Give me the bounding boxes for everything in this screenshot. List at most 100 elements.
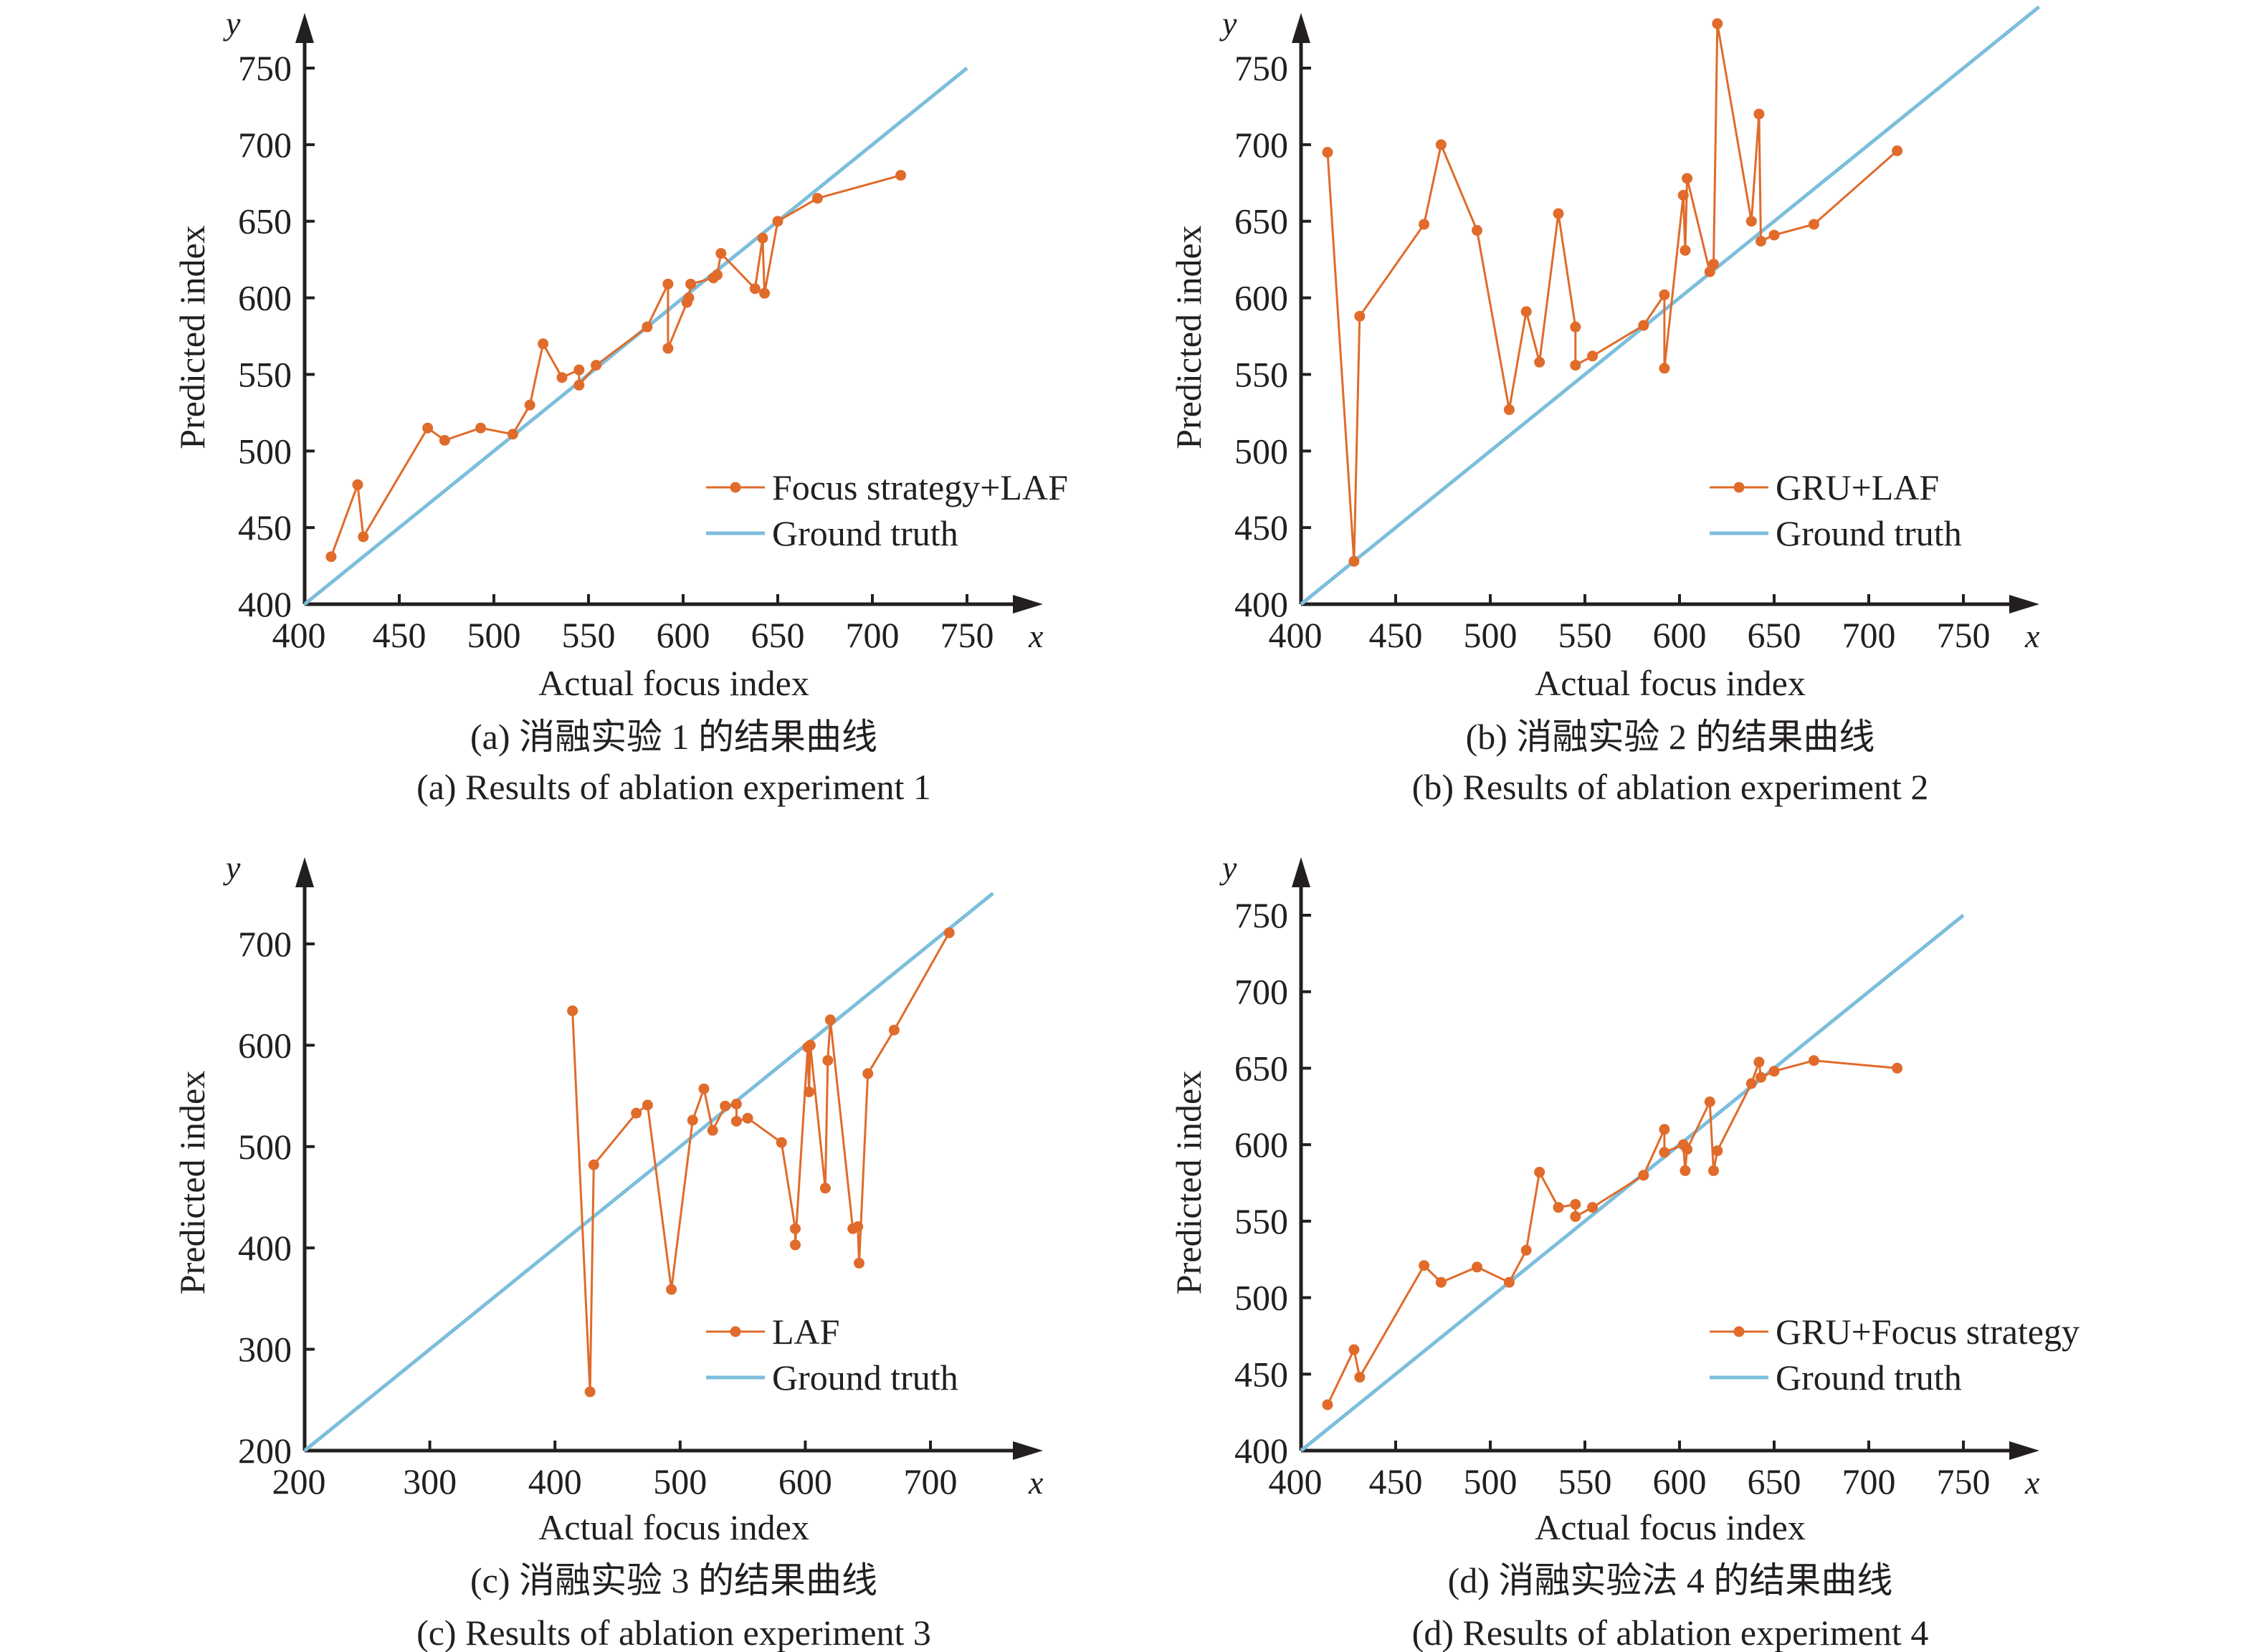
- x-tick-label: 650: [1748, 1461, 1801, 1501]
- x-tick-label: 650: [751, 615, 805, 655]
- prediction-point: [524, 399, 535, 411]
- legend: Focus strategy+LAF Ground truth: [706, 467, 1068, 553]
- prediction-point: [715, 248, 727, 259]
- prediction-point: [1419, 1260, 1430, 1271]
- prediction-point: [642, 321, 653, 333]
- prediction-point: [1756, 1071, 1767, 1083]
- x-axis-arrow-icon: [1013, 595, 1043, 613]
- prediction-point: [1570, 1198, 1581, 1210]
- prediction-point: [819, 1183, 831, 1194]
- prediction-point: [888, 1024, 900, 1036]
- prediction-point: [422, 422, 434, 434]
- prediction-point: [707, 1125, 718, 1136]
- y-tick-label: 450: [238, 507, 292, 548]
- x-tick-label: 600: [1653, 615, 1707, 655]
- prediction-point: [1472, 1261, 1483, 1273]
- prediction-point: [325, 551, 337, 563]
- y-tick-label: 500: [1234, 1278, 1288, 1318]
- prediction-point: [1745, 1078, 1757, 1089]
- prediction-point: [1570, 360, 1581, 371]
- prediction-point: [1553, 208, 1564, 219]
- x-axis-arrow-icon: [2009, 1441, 2039, 1460]
- prediction-point: [759, 287, 771, 299]
- prediction-point: [1712, 1145, 1723, 1157]
- prediction-point: [730, 1098, 742, 1109]
- legend-marker-icon: [1733, 1326, 1745, 1337]
- x-tick-label: 750: [940, 615, 994, 655]
- prediction-point: [1472, 225, 1483, 237]
- prediction-point: [720, 1100, 731, 1112]
- y-tick-label: 600: [1234, 278, 1288, 318]
- caption-english: (c) Results of ablation experiment 3: [416, 1613, 931, 1652]
- x-tick-label: 400: [272, 615, 326, 655]
- prediction-point: [943, 927, 955, 938]
- y-axis-variable: y: [1219, 5, 1237, 42]
- caption-chinese: (b) 消融实验 2 的结果曲线: [1466, 717, 1875, 757]
- prediction-point: [662, 343, 674, 354]
- prediction-point: [772, 216, 783, 227]
- prediction-point: [584, 1386, 596, 1398]
- prediction-point: [1322, 147, 1333, 158]
- prediction-point: [730, 1115, 742, 1127]
- y-axis-arrow-icon: [295, 857, 314, 887]
- x-tick-label: 550: [562, 615, 616, 655]
- y-tick-label: 600: [1234, 1125, 1288, 1165]
- y-tick-label: 750: [238, 48, 292, 88]
- x-tick-label: 500: [653, 1461, 707, 1501]
- legend-prediction-label: GRU+LAF: [1776, 467, 1939, 507]
- y-tick-label: 750: [1234, 48, 1288, 88]
- y-tick-label: 600: [238, 278, 292, 318]
- prediction-point: [1768, 1066, 1780, 1077]
- prediction-point: [1756, 235, 1767, 247]
- x-axis-title: Actual focus index: [1535, 663, 1806, 703]
- x-axis-title: Actual focus index: [538, 663, 809, 703]
- prediction-point: [1503, 404, 1515, 416]
- caption-english: (d) Results of ablation experiment 4: [1412, 1613, 1929, 1652]
- y-tick-label: 200: [238, 1431, 292, 1471]
- y-tick-label: 400: [1234, 1431, 1288, 1471]
- prediction-point: [666, 1284, 677, 1295]
- prediction-point: [1677, 189, 1689, 201]
- prediction-point: [1419, 219, 1430, 230]
- chart-panel-d: 400 450 500 550 600 650 700 750 400 450 500 550 600 6…: [1168, 849, 2080, 1652]
- prediction-point: [1680, 244, 1691, 256]
- prediction-point: [757, 232, 768, 244]
- y-tick-label: 400: [238, 584, 292, 624]
- prediction-point: [811, 193, 823, 204]
- ground-truth-line: [303, 892, 994, 1452]
- prediction-point: [687, 1114, 698, 1126]
- prediction-point: [862, 1068, 874, 1079]
- legend-marker-icon: [1733, 482, 1745, 493]
- prediction-point: [853, 1257, 864, 1269]
- prediction-point: [1435, 1276, 1447, 1288]
- y-tick-label: 550: [1234, 354, 1288, 394]
- x-tick-label: 600: [1653, 1461, 1707, 1501]
- x-tick-label: 450: [1369, 615, 1423, 655]
- x-axis-arrow-icon: [1013, 1441, 1043, 1460]
- caption-english: (a) Results of ablation experiment 1: [416, 767, 931, 807]
- prediction-point: [358, 531, 369, 543]
- x-tick-label: 600: [778, 1461, 832, 1501]
- prediction-point: [804, 1086, 815, 1097]
- y-axis-arrow-icon: [295, 13, 314, 43]
- prediction-point: [1348, 1344, 1360, 1355]
- prediction-point: [538, 338, 549, 350]
- prediction-point: [1682, 173, 1693, 184]
- prediction-point: [573, 379, 585, 391]
- x-tick-label: 400: [1269, 615, 1323, 655]
- legend-ground-truth-label: Ground truth: [1776, 513, 1962, 553]
- prediction-point: [1570, 1211, 1581, 1222]
- prediction-point: [507, 429, 518, 440]
- y-axis-title: Predicted index: [1168, 225, 1209, 449]
- legend-marker-icon: [730, 482, 741, 493]
- x-axis-title: Actual focus index: [1535, 1507, 1806, 1547]
- prediction-point: [1534, 1167, 1545, 1178]
- prediction-point: [662, 278, 674, 290]
- prediction-point: [1520, 1244, 1532, 1256]
- x-tick-label: 300: [403, 1461, 457, 1501]
- prediction-point: [1520, 306, 1532, 317]
- prediction-line: [330, 174, 901, 558]
- prediction-point: [352, 479, 363, 490]
- y-axis-variable: y: [223, 5, 241, 42]
- prediction-point: [1503, 1276, 1515, 1288]
